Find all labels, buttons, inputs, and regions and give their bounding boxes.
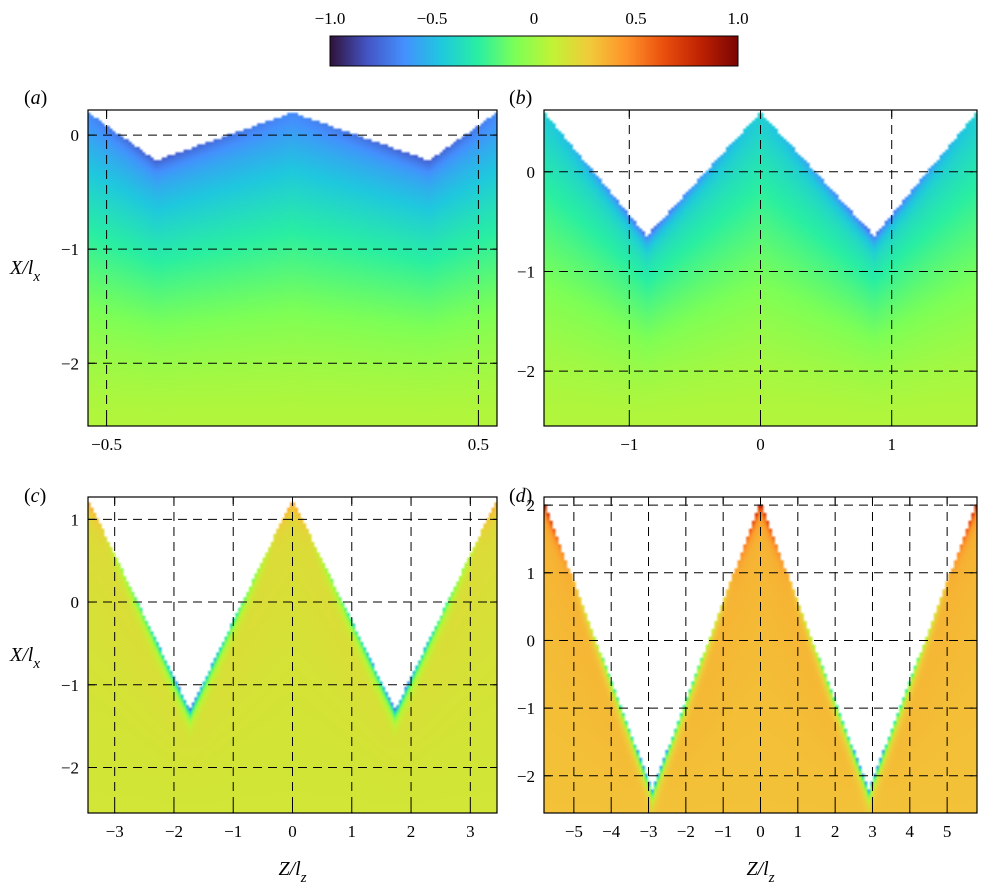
y-axis-label: X/lx (9, 644, 40, 672)
x-tick-label: 0.5 (468, 435, 489, 454)
x-tick-label: −1 (224, 822, 242, 841)
x-tick-label: −3 (106, 822, 124, 841)
x-tick-label: 4 (906, 822, 915, 841)
y-tick-label: 1 (527, 564, 536, 583)
x-tick-label: −5 (565, 822, 583, 841)
x-tick-label: 1 (887, 435, 896, 454)
y-tick-label: −2 (61, 354, 79, 373)
y-tick-label: 1 (71, 510, 80, 529)
x-tick-label: −3 (639, 822, 657, 841)
colorbar-tick-label: 1.0 (727, 9, 748, 28)
x-axis-label: Z/lz (278, 858, 306, 886)
y-tick-label: −2 (61, 759, 79, 778)
x-tick-label: −1 (714, 822, 732, 841)
y-tick-label: 0 (71, 593, 80, 612)
y-tick-label: −1 (61, 240, 79, 259)
x-tick-label: 2 (831, 822, 840, 841)
panel-label: (d) (509, 485, 532, 507)
x-tick-label: −4 (602, 822, 621, 841)
x-tick-label: 1 (348, 822, 357, 841)
colorbar-tick-label: 0.5 (625, 9, 646, 28)
panel-label: (b) (509, 87, 532, 109)
panel-label: (a) (24, 87, 47, 109)
heatmap-field (88, 110, 497, 426)
colorbar-tick-label: 0 (530, 9, 539, 28)
colorbar-tick-label: −0.5 (417, 9, 448, 28)
x-tick-label: 3 (466, 822, 475, 841)
y-tick-label: −1 (517, 699, 535, 718)
x-tick-label: 0 (756, 435, 765, 454)
x-tick-label: −2 (677, 822, 695, 841)
panel-label: (c) (24, 485, 46, 507)
panel-b: −1 0 1 −2 −1 0 (b) (509, 87, 978, 454)
x-tick-label: 0 (756, 822, 765, 841)
y-tick-label: 0 (527, 631, 536, 650)
x-tick-label: 2 (407, 822, 416, 841)
x-tick-label: −0.5 (91, 435, 122, 454)
y-tick-label: 2 (527, 496, 536, 515)
y-tick-label: 0 (527, 163, 536, 182)
y-tick-label: −1 (517, 262, 535, 281)
x-tick-label: 5 (943, 822, 952, 841)
x-axis-label: Z/lz (746, 858, 774, 886)
x-tick-label: 0 (288, 822, 297, 841)
x-tick-label: −1 (620, 435, 638, 454)
x-tick-label: 3 (868, 822, 877, 841)
panel-c: −3 −2 −1 0 1 2 3 −2 −1 0 1 (c) X/lx Z/lz (9, 485, 498, 886)
y-tick-label: 0 (71, 126, 80, 145)
y-tick-label: −1 (61, 676, 79, 695)
y-tick-label: −2 (517, 362, 535, 381)
x-tick-label: −2 (165, 822, 183, 841)
y-tick-label: −2 (517, 767, 535, 786)
panel-a: −0.5 0.5 −2 −1 0 (a) X/lx (9, 87, 498, 454)
y-axis-label: X/lx (9, 257, 40, 285)
colorbar-gradient (329, 35, 739, 67)
plot-frame (87, 109, 498, 427)
colorbar: −1.0 −0.5 0 0.5 1.0 (315, 9, 749, 67)
x-tick-label: 1 (794, 822, 803, 841)
colorbar-tick-label: −1.0 (315, 9, 346, 28)
